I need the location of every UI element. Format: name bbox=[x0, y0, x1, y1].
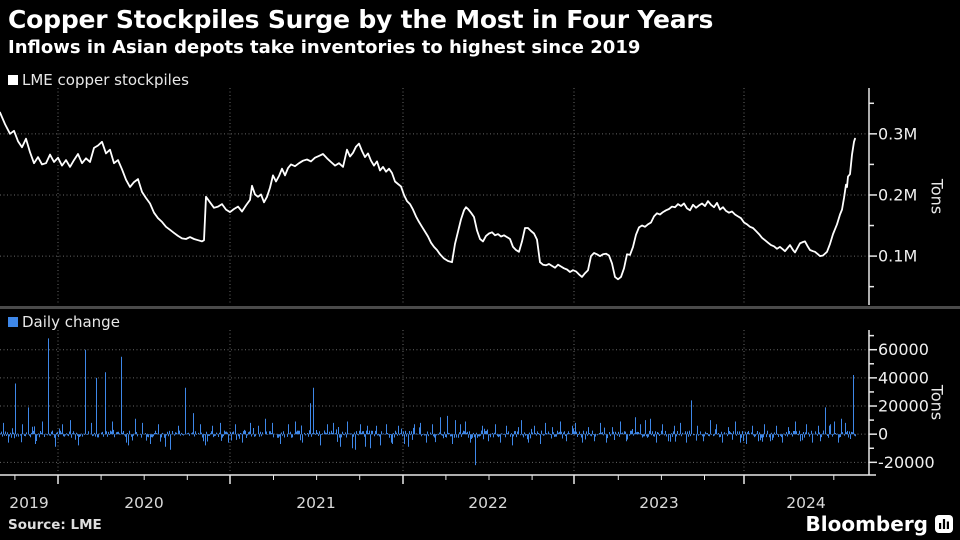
stockpiles-y-tick-label: 0.1M bbox=[878, 247, 917, 266]
stockpiles-legend-label: LME copper stockpiles bbox=[22, 71, 189, 89]
daily-change-y-tick-label: 40000 bbox=[878, 368, 929, 387]
daily-change-y-tick-label: 60000 bbox=[878, 340, 929, 359]
bloomberg-chart-icon bbox=[935, 515, 953, 533]
source-label: Source: LME bbox=[8, 517, 102, 533]
legend-stockpiles: LME copper stockpiles bbox=[8, 71, 189, 89]
daily-change-legend-label: Daily change bbox=[22, 313, 120, 331]
daily-change-bars bbox=[0, 338, 856, 466]
page-subtitle: Inflows in Asian depots take inventories… bbox=[8, 37, 641, 58]
x-year-label: 2023 bbox=[639, 494, 678, 512]
stockpiles-y-tick-label: 0.2M bbox=[878, 185, 917, 204]
bloomberg-wordmark: Bloomberg bbox=[805, 512, 928, 536]
x-year-label: 2022 bbox=[468, 494, 507, 512]
page-title: Copper Stockpiles Surge by the Most in F… bbox=[8, 5, 714, 34]
legend-daily-change: Daily change bbox=[8, 313, 120, 331]
x-year-label: 2021 bbox=[296, 494, 335, 512]
daily-change-y-tick-label: 0 bbox=[878, 425, 888, 444]
x-year-label: 2019 bbox=[9, 494, 48, 512]
bloomberg-logo: Bloomberg bbox=[806, 512, 953, 536]
charts-separator bbox=[0, 306, 960, 309]
stockpiles-y-tick-label: 0.3M bbox=[878, 124, 917, 143]
daily-change-y-tick-label: -20000 bbox=[878, 453, 935, 472]
x-year-label: 2024 bbox=[786, 494, 825, 512]
daily-change-legend-swatch-icon bbox=[8, 317, 18, 327]
x-year-label: 2020 bbox=[124, 494, 163, 512]
stockpiles-line bbox=[0, 111, 856, 281]
stockpiles-legend-swatch-icon bbox=[8, 75, 18, 85]
daily-change-unit-label: Tons bbox=[928, 384, 947, 420]
stockpiles-unit-label: Tons bbox=[928, 178, 947, 214]
daily-change-y-tick-label: 20000 bbox=[878, 397, 929, 416]
